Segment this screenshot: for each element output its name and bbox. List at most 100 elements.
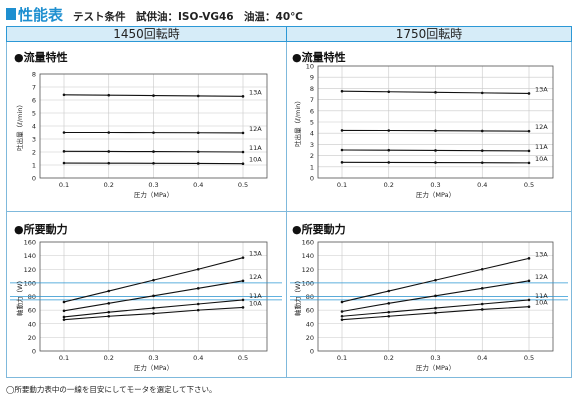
data-point — [527, 257, 531, 260]
y-tick-label: 4 — [310, 130, 314, 138]
y-tick-label: 7 — [310, 96, 314, 104]
x-tick-label: 0.3 — [148, 354, 158, 362]
x-tick-label: 0.1 — [337, 354, 347, 362]
data-point — [107, 161, 111, 165]
x-tick-label: 0.4 — [477, 181, 487, 189]
section-power-right: ●所要動力 — [292, 223, 346, 236]
x-tick-label: 0.5 — [524, 354, 534, 362]
data-point — [241, 298, 245, 302]
column-header-1750: 1750回転時 — [286, 26, 572, 42]
data-point — [107, 314, 111, 318]
data-point — [62, 93, 66, 97]
data-point — [196, 308, 200, 312]
data-point — [387, 148, 391, 152]
data-point — [196, 94, 200, 98]
data-point — [527, 298, 531, 302]
data-point — [387, 90, 391, 94]
test-conditions: テスト条件 試供油：ISO-VG46 油温：40℃ — [73, 11, 303, 23]
data-point — [434, 294, 437, 298]
y-tick-label: 20 — [28, 334, 36, 342]
series-label: 13A — [535, 250, 548, 258]
data-point — [241, 150, 245, 154]
series-label: 11A — [249, 292, 262, 300]
x-tick-label: 0.1 — [59, 354, 69, 362]
x-tick-label: 0.2 — [384, 354, 394, 362]
x-axis-title: 圧力（MPa） — [416, 190, 455, 199]
series-label: 10A — [535, 155, 548, 163]
data-point — [62, 150, 66, 153]
series-label: 11A — [535, 143, 548, 151]
data-point — [107, 131, 111, 134]
y-tick-label: 160 — [302, 239, 314, 247]
data-point — [62, 161, 66, 165]
section-divider — [6, 211, 572, 212]
data-point — [527, 149, 531, 153]
y-tick-label: 140 — [302, 252, 314, 260]
y-tick-label: 3 — [32, 136, 36, 144]
x-tick-label: 0.3 — [430, 181, 440, 189]
data-point — [107, 289, 111, 293]
data-point — [196, 287, 200, 290]
series-label: 12A — [249, 125, 262, 133]
data-point — [152, 150, 155, 153]
series-label: 13A — [249, 88, 262, 96]
data-point — [152, 162, 155, 165]
y-tick-label: 100 — [302, 279, 314, 287]
data-point — [107, 310, 111, 314]
y-tick-label: 3 — [310, 141, 314, 149]
x-tick-label: 0.4 — [477, 354, 487, 362]
y-tick-label: 40 — [28, 320, 36, 328]
data-point — [340, 148, 344, 152]
y-tick-label: 140 — [24, 252, 36, 260]
data-point — [340, 310, 344, 313]
data-point — [527, 92, 531, 95]
series-label: 12A — [249, 273, 262, 281]
data-point — [480, 267, 484, 271]
y-tick-label: 60 — [306, 307, 314, 315]
series-label: 12A — [535, 273, 548, 281]
y-axis-title: 軸動力（W） — [293, 277, 302, 316]
series-label: 13A — [249, 250, 262, 258]
y-tick-label: 60 — [28, 307, 36, 315]
series-label: 10A — [249, 299, 262, 307]
y-tick-label: 0 — [32, 348, 36, 356]
data-point — [241, 306, 245, 309]
y-tick-label: 40 — [306, 320, 314, 328]
series-label: 10A — [535, 299, 548, 307]
data-point — [107, 93, 111, 97]
data-point — [62, 318, 66, 321]
x-axis-title: 圧力（MPa） — [134, 363, 173, 372]
data-point — [340, 314, 344, 318]
data-point — [387, 289, 391, 293]
data-point — [196, 150, 200, 154]
data-point — [196, 162, 200, 165]
y-axis-title: 軸動力（W） — [15, 277, 24, 316]
data-point — [480, 308, 484, 311]
data-point — [480, 149, 484, 152]
data-point — [434, 306, 437, 310]
x-tick-label: 0.3 — [430, 354, 440, 362]
data-point — [527, 129, 531, 133]
y-tick-label: 1 — [32, 162, 36, 170]
page-title: 性能表 — [18, 6, 64, 24]
data-point — [387, 161, 391, 164]
data-point — [527, 305, 531, 309]
series-label: 11A — [535, 292, 548, 300]
data-point — [340, 89, 344, 93]
data-point — [152, 306, 155, 310]
y-tick-label: 160 — [24, 239, 36, 247]
x-tick-label: 0.1 — [59, 181, 69, 189]
y-tick-label: 8 — [32, 71, 36, 79]
page-header: 性能表 テスト条件 試供油：ISO-VG46 油温：40℃ — [6, 4, 303, 24]
data-point — [434, 91, 437, 94]
data-point — [340, 161, 344, 164]
data-point — [480, 91, 484, 95]
data-point — [62, 315, 66, 319]
data-point — [62, 300, 66, 304]
y-axis-title: 吐出量（ℓ/min） — [15, 101, 24, 151]
data-point — [434, 278, 437, 282]
y-axis-title: 吐出量（ℓ/min） — [293, 97, 302, 147]
series-label: 13A — [535, 85, 548, 93]
data-point — [527, 161, 531, 165]
